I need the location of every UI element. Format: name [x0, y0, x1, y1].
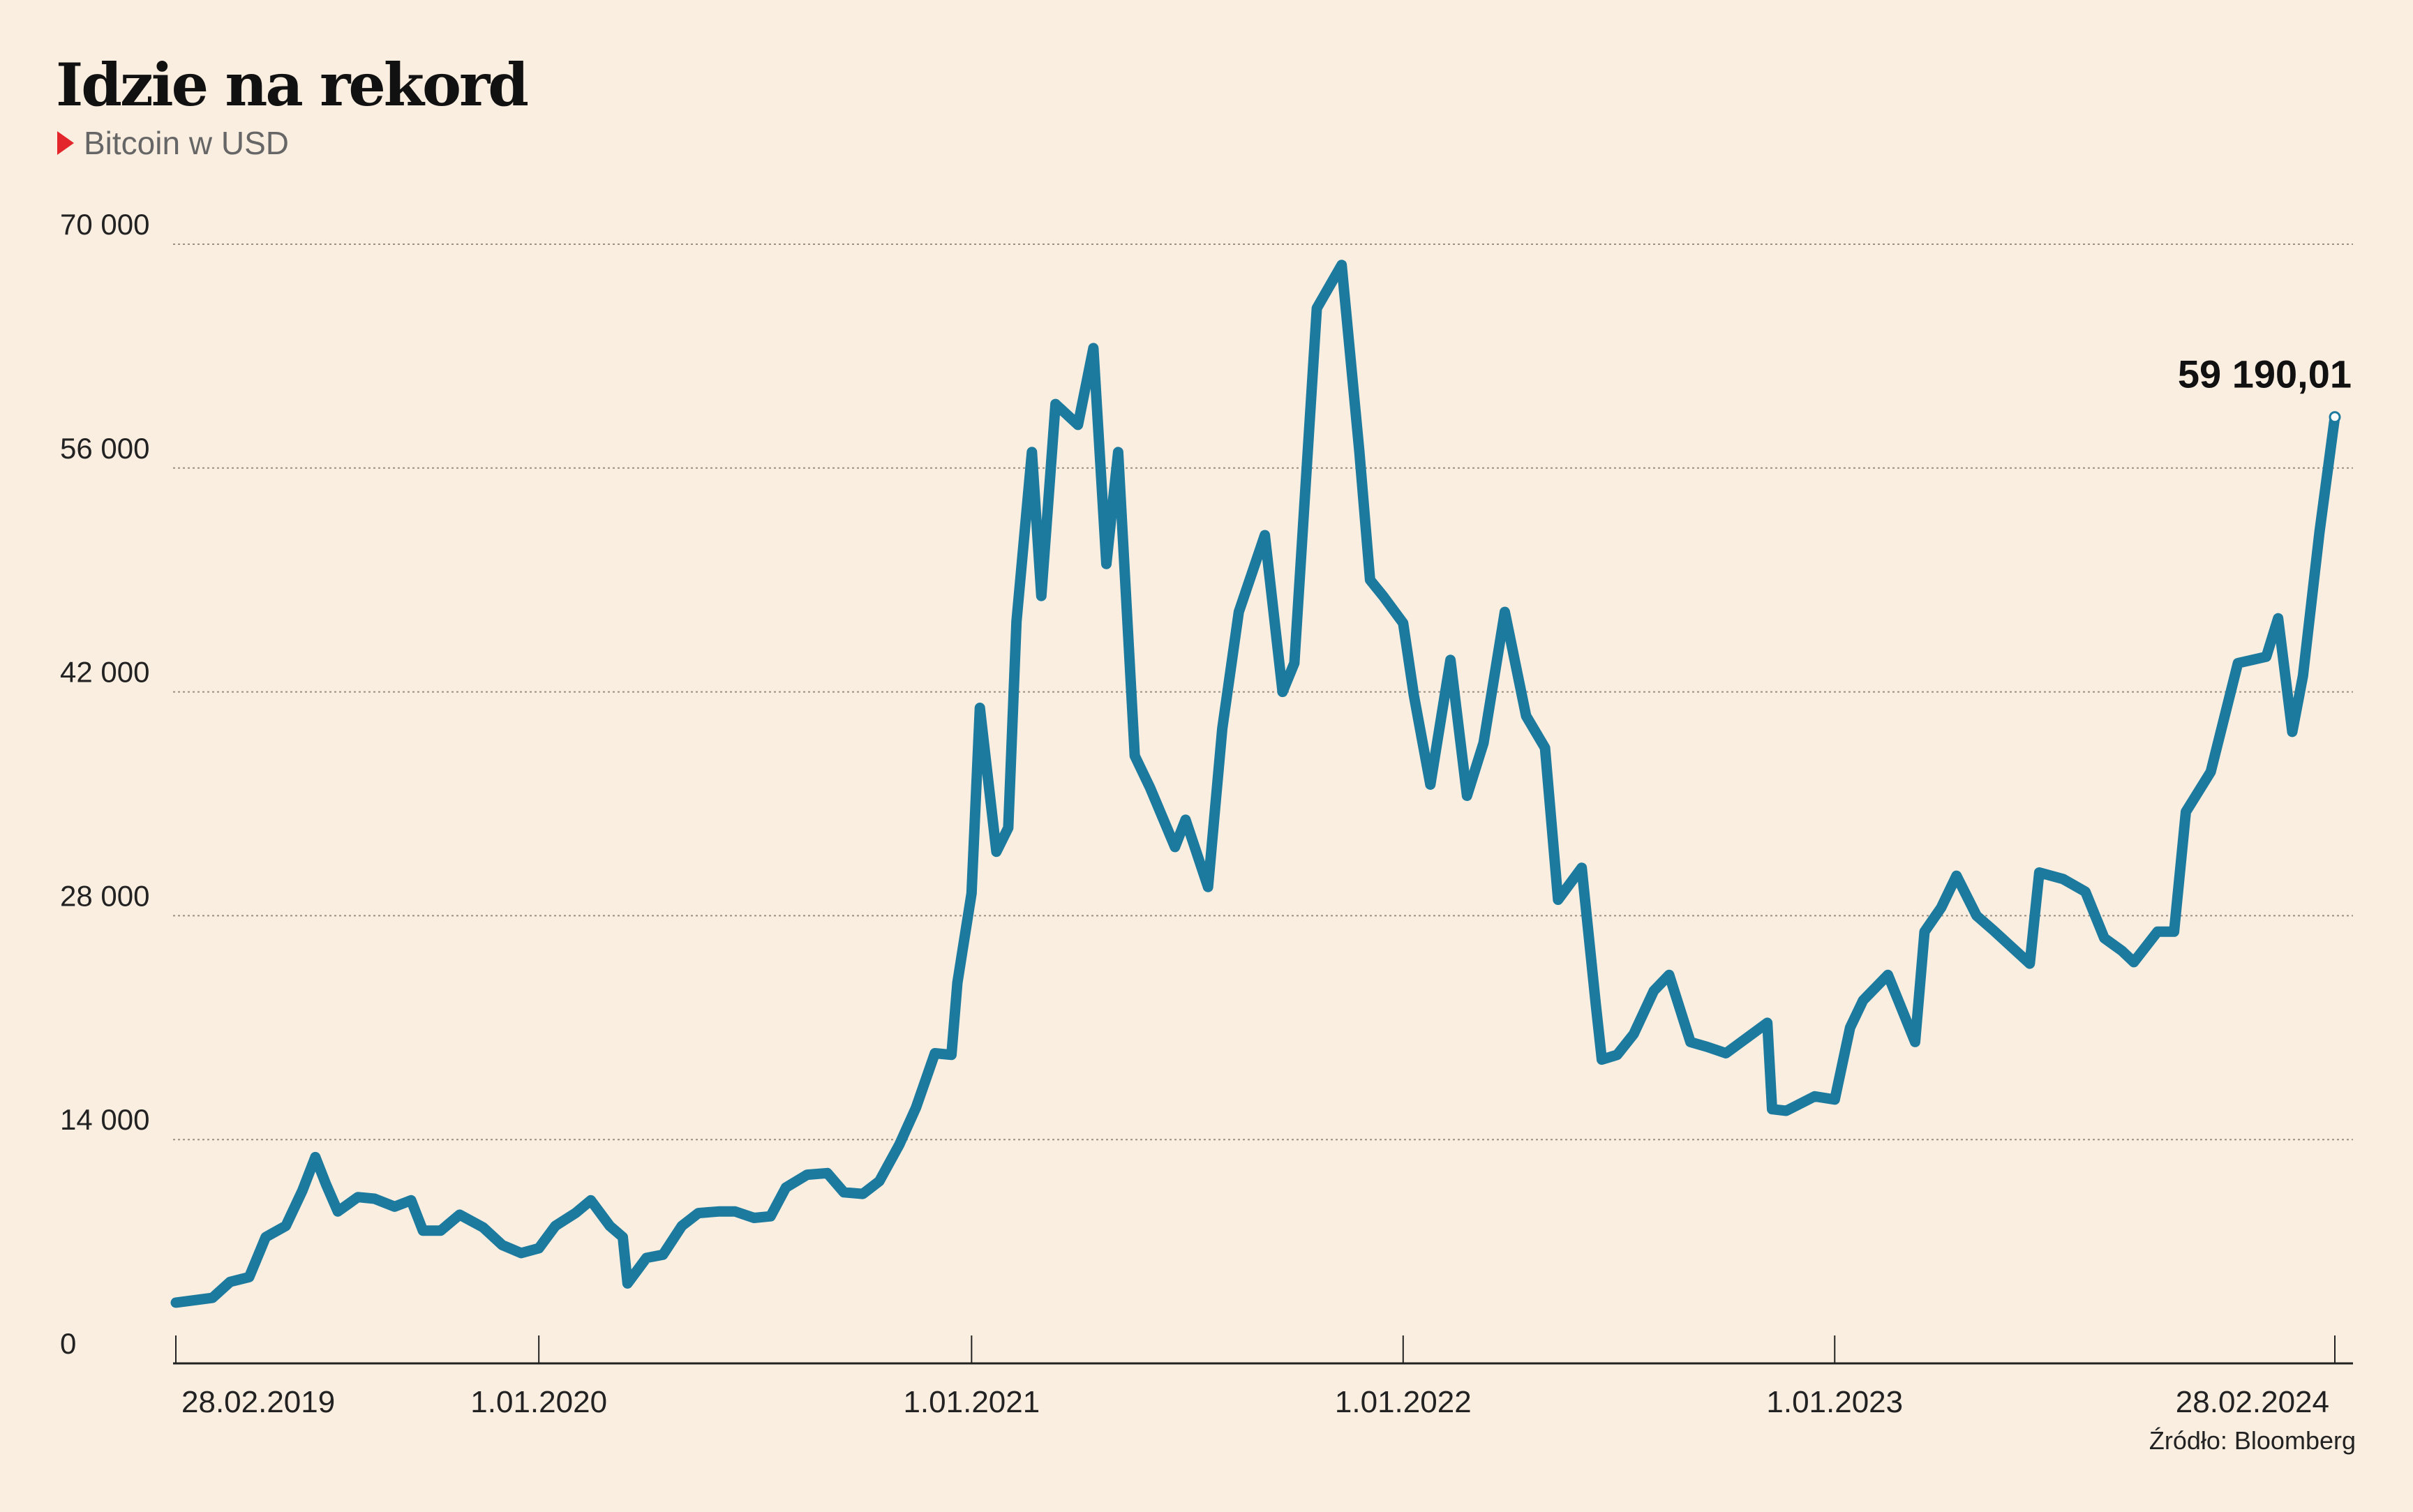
y-tick-label: 42 000 — [60, 656, 149, 689]
y-tick-label: 14 000 — [60, 1103, 149, 1136]
chart-subtitle: Bitcoin w USD — [57, 124, 289, 162]
x-tick-label: 1.01.2020 — [470, 1385, 607, 1419]
series-line — [170, 260, 2340, 1308]
chart-title: Idzie na rekord — [56, 50, 529, 119]
x-tick-label: 28.02.2019 — [181, 1385, 335, 1419]
y-tick-label: 70 000 — [60, 208, 149, 241]
x-tick-label: 1.01.2022 — [1335, 1385, 1472, 1419]
last-value-point — [2329, 411, 2341, 424]
y-tick-label: 28 000 — [60, 879, 149, 912]
x-tick-label: 1.01.2023 — [1766, 1385, 1903, 1419]
x-tick-label: 28.02.2024 — [2176, 1385, 2329, 1419]
x-tick-label: 1.01.2021 — [903, 1385, 1040, 1419]
y-tick-label: 56 000 — [60, 432, 149, 465]
last-value-label: 59 190,01 — [2178, 352, 2352, 396]
source-note: Źródło: Bloomberg — [2149, 1426, 2356, 1455]
subtitle-text: Bitcoin w USD — [84, 125, 289, 161]
y-tick-label: 0 — [60, 1327, 76, 1360]
triangle-marker-icon — [57, 131, 74, 155]
